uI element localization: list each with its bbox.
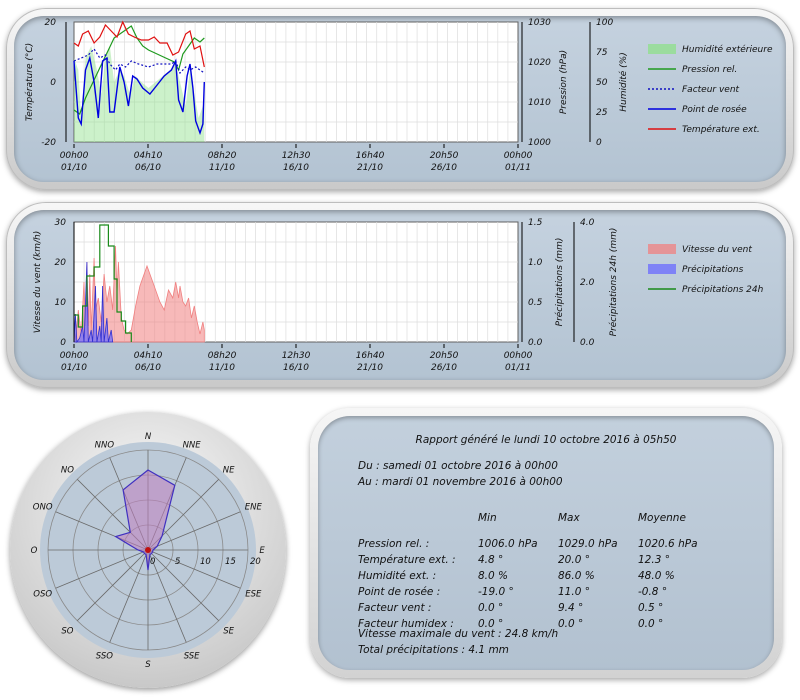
report-cell: 4.8 ° — [478, 554, 504, 566]
report-header-max: Max — [558, 512, 580, 524]
report-cell: 11.0 ° — [558, 586, 590, 598]
report-cell: 0.0 ° — [558, 618, 584, 630]
report-cell: 1020.6 hPa — [638, 538, 698, 550]
report-row: Facteur vent : 0.0 ° 9.4 ° 0.5 ° — [358, 600, 728, 616]
report-row: Facteur humidex : 0.0 ° 0.0 ° 0.0 ° — [358, 616, 728, 632]
report-panel: Rapport généré le lundi 10 octobre 2016 … — [310, 408, 782, 678]
report-table: Min Max Moyenne Pression rel. : 1006.0 hP… — [358, 510, 728, 632]
report-total-rain: Total précipitations : 4.1 mm — [358, 644, 509, 656]
report-cell: 12.3 ° — [638, 554, 670, 566]
report-cell: Humidité ext. : — [358, 570, 437, 582]
report-header-label — [358, 510, 478, 526]
report-cell: Température ext. : — [358, 554, 456, 566]
report-cell: 0.0 ° — [478, 602, 504, 614]
report-cell: Point de rosée : — [358, 586, 441, 598]
report-to: Au : mardi 01 novembre 2016 à 00h00 — [358, 476, 563, 488]
report-row: Humidité ext. : 8.0 % 86.0 % 48.0 % — [358, 568, 728, 584]
report-cell: 9.4 ° — [558, 602, 584, 614]
report-title: Rapport généré le lundi 10 octobre 2016 … — [415, 434, 677, 446]
report-row: Température ext. : 4.8 ° 20.0 ° 12.3 ° — [358, 552, 728, 568]
report-cell: 20.0 ° — [558, 554, 590, 566]
report-cell: 0.0 ° — [478, 618, 504, 630]
report-cell: 8.0 % — [478, 570, 509, 582]
report-header-row: Min Max Moyenne — [358, 510, 728, 526]
report-cell: 1006.0 hPa — [478, 538, 538, 550]
report-cell: -19.0 ° — [478, 586, 514, 598]
report-cell: 86.0 % — [558, 570, 595, 582]
report-header-avg: Moyenne — [638, 512, 686, 524]
report-row: Pression rel. : 1006.0 hPa 1029.0 hPa 1020.… — [358, 536, 728, 552]
report-cell: Facteur vent : — [358, 602, 432, 614]
report-cell: 1029.0 hPa — [558, 538, 618, 550]
report-cell: Facteur humidex : — [358, 618, 454, 630]
report-cell: Pression rel. : — [358, 538, 430, 550]
report-row: Point de rosée : -19.0 ° 11.0 ° -0.8 ° — [358, 584, 728, 600]
chart1-panel — [6, 8, 794, 190]
report-inner: Rapport généré le lundi 10 octobre 2016 … — [318, 416, 774, 670]
chart1-inner — [14, 16, 786, 182]
report-cell: 48.0 % — [638, 570, 675, 582]
chart2-inner — [14, 210, 786, 380]
report-from: Du : samedi 01 octobre 2016 à 00h00 — [358, 460, 558, 472]
report-max-wind: Vitesse maximale du vent : 24.8 km/h — [358, 628, 559, 640]
report-header-min: Min — [478, 512, 497, 524]
report-cell: -0.8 ° — [638, 586, 668, 598]
report-cell: 0.5 ° — [638, 602, 664, 614]
wind-rose-bezel — [10, 412, 286, 688]
chart2-panel — [6, 202, 794, 388]
report-cell: 0.0 ° — [638, 618, 664, 630]
